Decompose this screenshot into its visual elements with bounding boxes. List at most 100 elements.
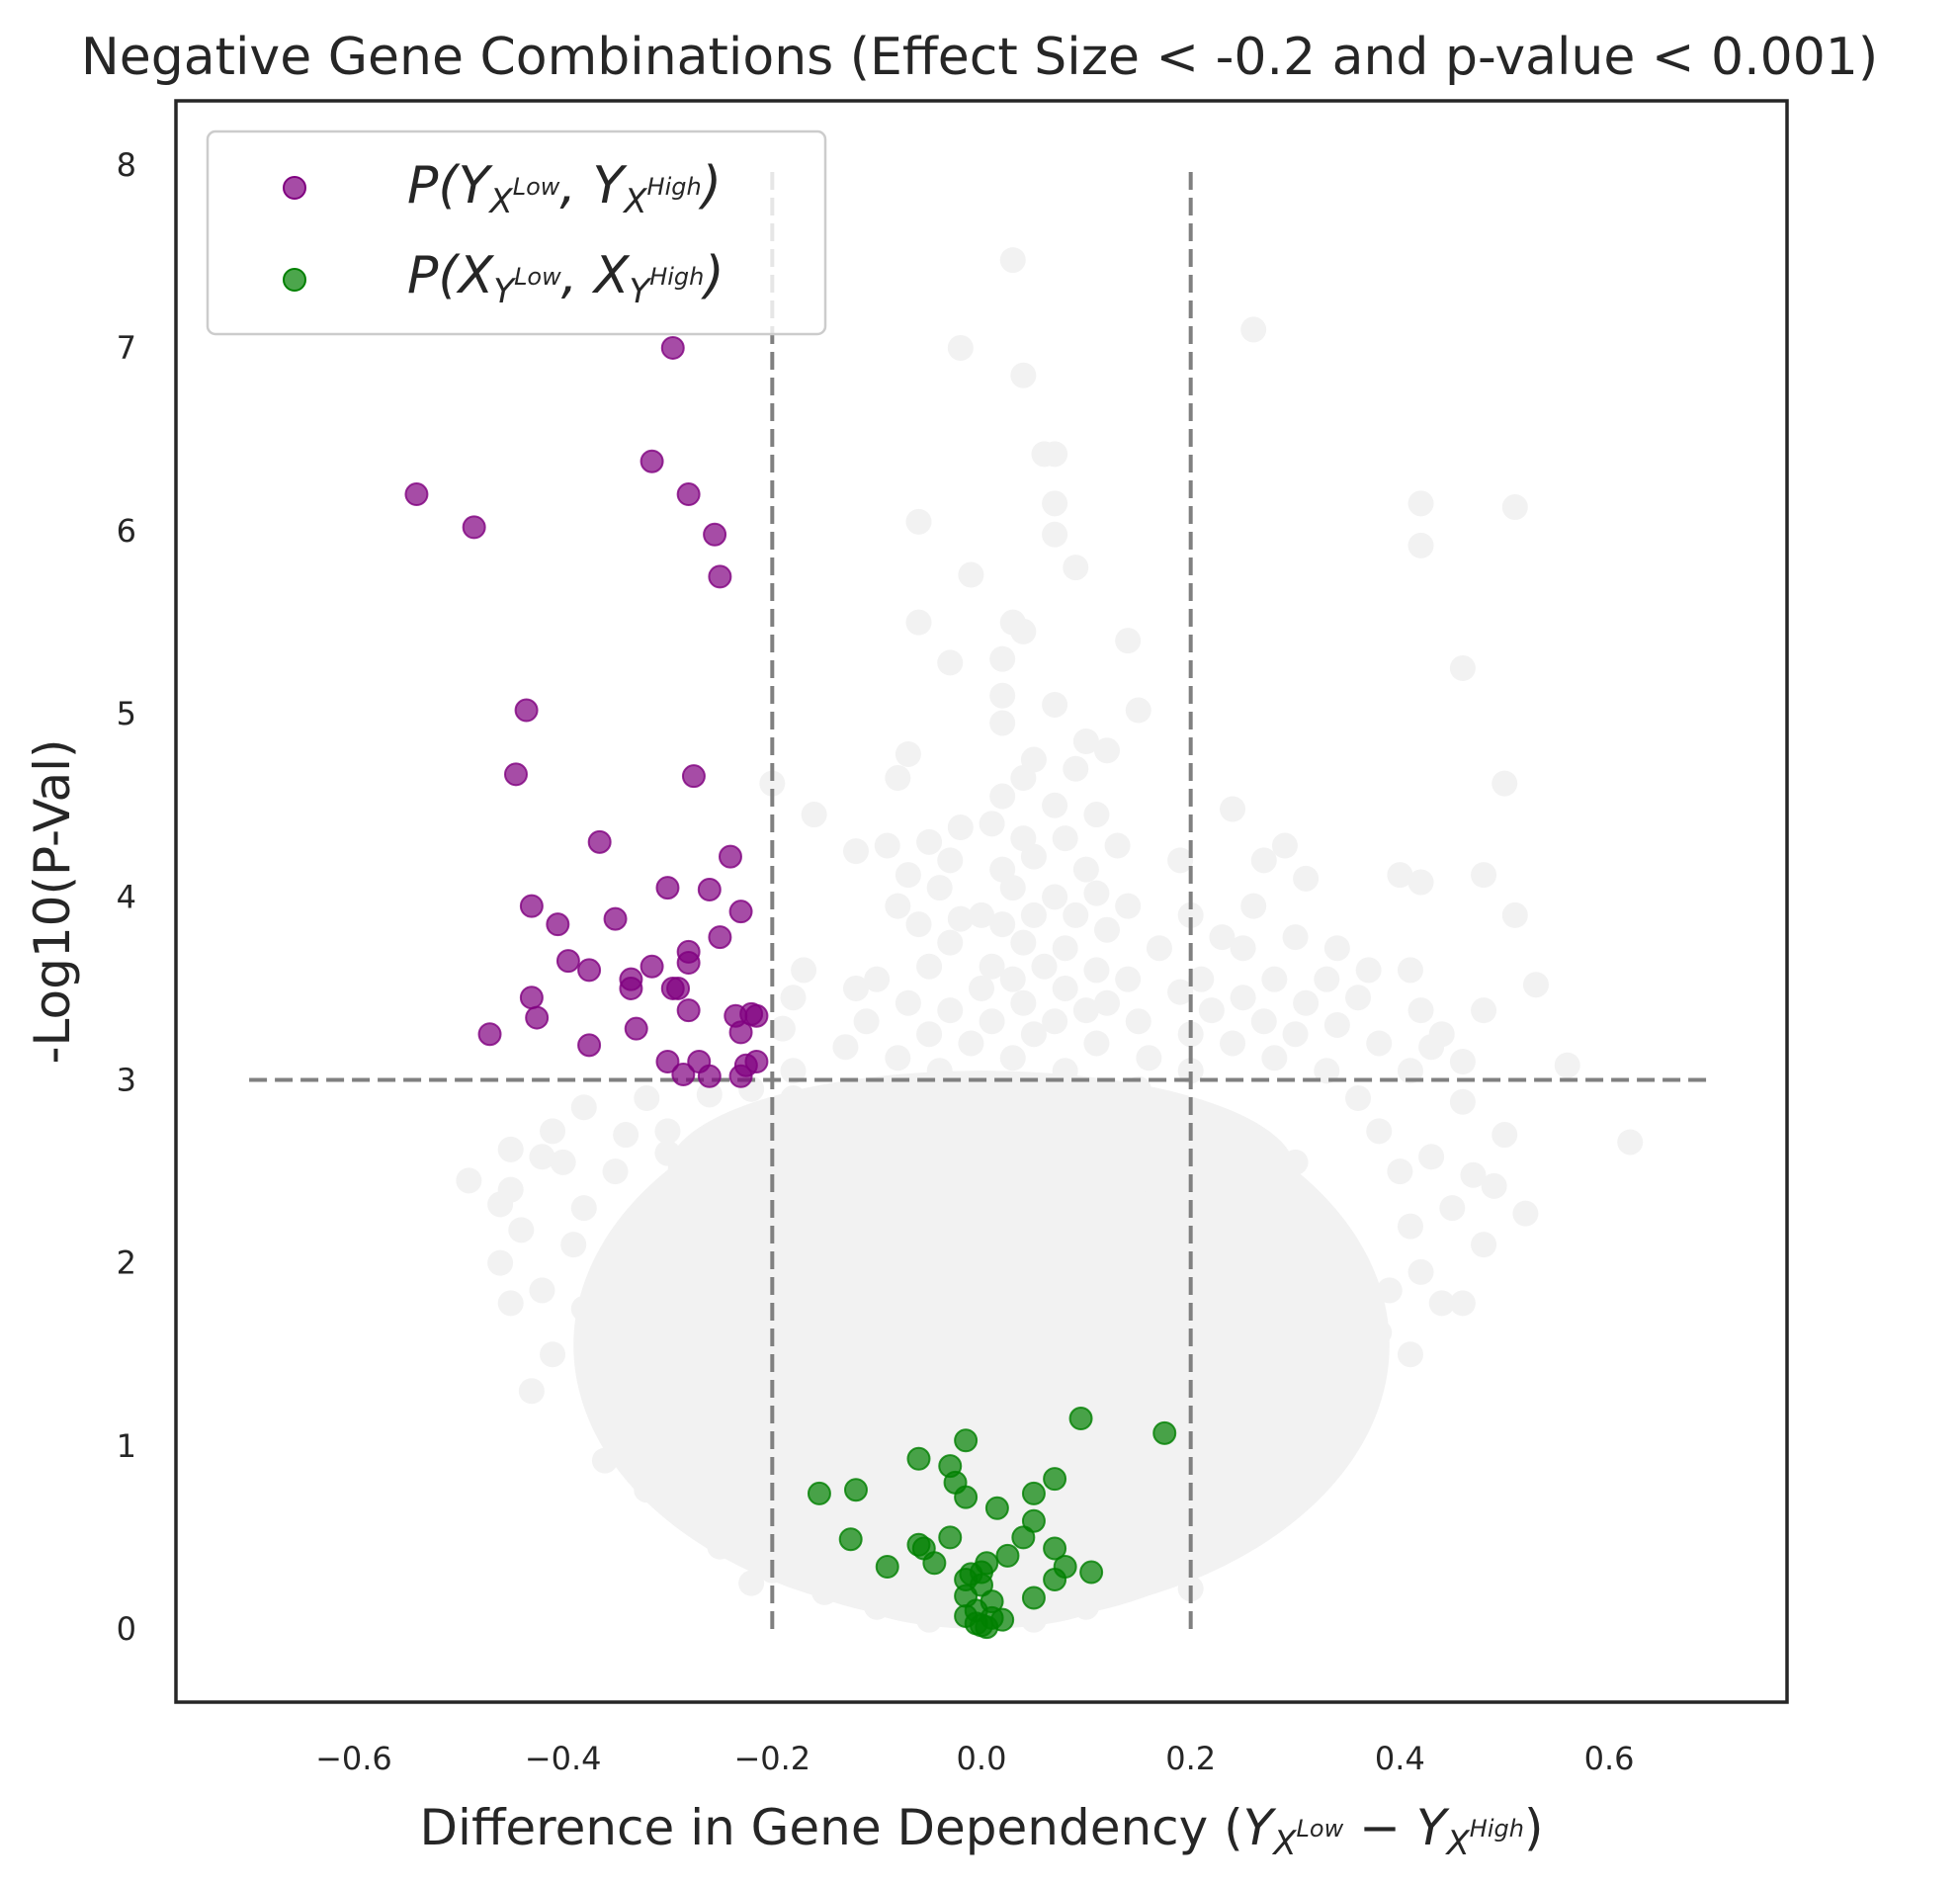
y-tick-label: 7 — [117, 329, 136, 367]
green-point — [1068, 1407, 1093, 1431]
background-point — [1209, 924, 1236, 951]
background-point — [550, 1149, 576, 1175]
background-point — [1617, 1129, 1644, 1156]
background-point — [1491, 770, 1518, 797]
background-point — [989, 911, 1016, 938]
background-point — [1052, 825, 1078, 852]
background-point — [487, 1191, 514, 1218]
background-point — [570, 1295, 597, 1322]
purple-point — [546, 912, 570, 937]
background-point — [1314, 966, 1340, 992]
background-point — [1282, 924, 1309, 951]
background-point — [1010, 989, 1037, 1016]
background-point — [947, 334, 974, 361]
background-point — [1072, 856, 1099, 883]
background-point — [885, 1045, 911, 1072]
background-point — [1031, 953, 1058, 980]
background-point — [634, 1477, 660, 1503]
background-point — [1136, 1045, 1162, 1072]
background-point — [518, 1378, 545, 1405]
background-point — [738, 1570, 765, 1596]
background-point — [1115, 893, 1142, 919]
purple-point — [718, 844, 742, 869]
background-point — [1250, 1008, 1277, 1035]
background-point — [1020, 843, 1047, 870]
background-point — [926, 875, 953, 901]
background-point — [1366, 1030, 1393, 1057]
purple-point — [703, 522, 727, 547]
background-point — [937, 847, 964, 874]
background-point — [1010, 618, 1037, 644]
background-point — [1449, 654, 1476, 681]
background-point — [1020, 1021, 1047, 1048]
green-point — [843, 1478, 868, 1502]
purple-point — [404, 482, 429, 507]
background-point — [1220, 1030, 1246, 1057]
x-tick-label: 0.6 — [1584, 1740, 1635, 1777]
background-point — [1042, 884, 1068, 910]
background-point — [811, 1579, 838, 1605]
background-point — [1282, 1350, 1309, 1377]
background-point — [602, 1158, 629, 1185]
green-point — [1021, 1586, 1046, 1610]
background-point — [1387, 1158, 1413, 1185]
background-point — [937, 929, 964, 956]
background-point — [508, 1217, 535, 1243]
background-point — [842, 838, 869, 865]
background-point — [905, 911, 932, 938]
purple-point — [587, 829, 612, 854]
background-point — [1554, 1052, 1580, 1078]
background-point — [895, 740, 921, 767]
background-point — [1439, 1195, 1466, 1222]
background-point — [1042, 521, 1068, 548]
background-point — [1083, 957, 1110, 984]
background-point — [1345, 1085, 1372, 1112]
background-point — [1010, 929, 1037, 956]
background-point — [1428, 1290, 1455, 1317]
background-point — [801, 802, 827, 828]
background-point — [1072, 729, 1099, 754]
purple-point — [624, 1016, 648, 1041]
background-point — [1125, 1167, 1151, 1194]
background-point — [1052, 935, 1078, 962]
background-point — [1177, 1058, 1204, 1084]
purple-point — [681, 764, 706, 789]
background-point — [1063, 901, 1089, 928]
background-point — [937, 649, 964, 676]
purple-point — [708, 564, 732, 589]
background-point — [1177, 901, 1204, 928]
green-point — [1011, 1525, 1036, 1550]
background-point — [570, 1195, 597, 1222]
green-point — [875, 1554, 899, 1579]
background-point — [1355, 1374, 1382, 1401]
background-point — [999, 1045, 1026, 1072]
x-axis-math-b: Y — [1416, 1799, 1450, 1856]
x-tick-label: −0.6 — [315, 1740, 392, 1777]
background-point — [780, 1058, 807, 1084]
background-point — [675, 1213, 702, 1240]
background-point — [1282, 1021, 1309, 1048]
purple-point — [577, 1033, 602, 1058]
purple-point — [744, 1003, 769, 1028]
background-point — [1209, 1528, 1236, 1555]
y-tick-label: 1 — [117, 1427, 136, 1465]
background-point — [969, 1071, 994, 1097]
background-point — [1522, 972, 1549, 998]
background-point — [926, 1058, 953, 1084]
threshold-lines — [249, 164, 1714, 1629]
background-point — [780, 985, 807, 1011]
background-point — [895, 862, 921, 889]
background-point — [979, 953, 1005, 980]
background-point — [1501, 901, 1528, 928]
green-point — [1043, 1536, 1067, 1561]
background-point — [1314, 1455, 1340, 1482]
background-point — [1240, 893, 1267, 919]
green-point — [1152, 1420, 1177, 1445]
y-tick-label: 5 — [117, 695, 136, 732]
background-point — [1418, 1144, 1445, 1170]
background-point — [1125, 1008, 1151, 1035]
legend-box — [206, 129, 827, 336]
background-point — [591, 1258, 618, 1285]
legend-marker-purple — [283, 176, 306, 200]
